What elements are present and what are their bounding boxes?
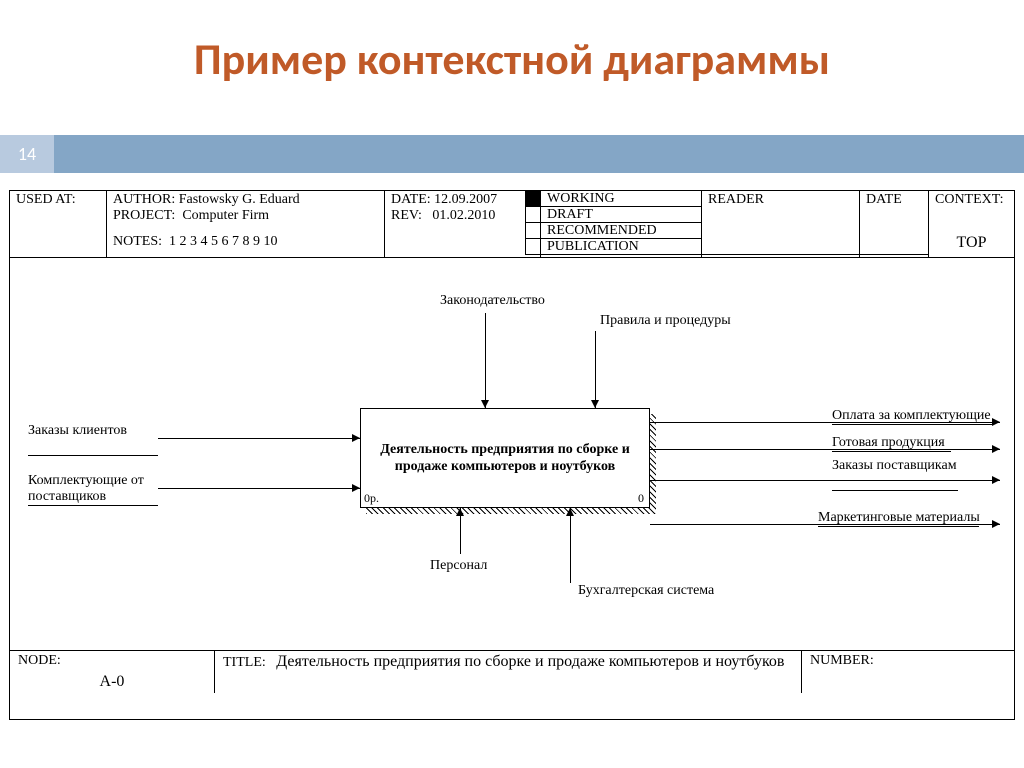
output-label-3: Маркетинговые материалы (818, 510, 980, 526)
mechanism-arrow-1-arrowhead-icon (566, 508, 574, 516)
header-dates: DATE: 12.09.2007 REV: 01.02.2010 (385, 191, 526, 257)
node-label: NODE: (18, 653, 206, 669)
header-meta: AUTHOR: Fastowsky G. Eduard PROJECT: Com… (107, 191, 385, 257)
control-label-0: Законодательство (440, 293, 545, 309)
output-arrow-2-line (650, 480, 1000, 481)
input-underline-1 (28, 505, 158, 506)
output-arrow-2-arrowhead-icon (992, 476, 1000, 484)
project-value: Computer Firm (182, 208, 269, 223)
working-marker-icon (526, 191, 540, 207)
used-at-label: USED AT: (16, 192, 76, 207)
footer-title-value: Деятельность предприятия по сборке и про… (276, 653, 784, 670)
header-status-col: WORKING DRAFT RECOMMENDED PUBLICATION (541, 191, 702, 255)
footer-number: NUMBER: (802, 651, 1015, 693)
notes-label: NOTES: (113, 234, 162, 249)
activity-box-corner-left: 0р. (364, 491, 379, 506)
input-label-1: Комплектующие от поставщиков (28, 473, 163, 505)
project-label: PROJECT: (113, 208, 175, 224)
output-arrow-1-line (650, 449, 1000, 450)
header-status-marker-col (526, 191, 541, 255)
input-arrow-0-arrowhead-icon (352, 434, 360, 442)
output-underline-3 (818, 526, 979, 527)
slide-title: Пример контекстной диаграммы (0, 32, 1024, 86)
activity-box-text: Деятельность предприятия по сборке и про… (361, 409, 649, 507)
output-arrow-1-arrowhead-icon (992, 445, 1000, 453)
control-label-1: Правила и процедуры (600, 313, 731, 329)
diagram-header: USED AT: AUTHOR: Fastowsky G. Eduard PRO… (10, 191, 1014, 258)
status-publication: PUBLICATION (541, 238, 701, 254)
output-label-1: Готовая продукция (832, 435, 945, 451)
page-number-badge: 14 (0, 135, 54, 173)
output-underline-2 (832, 490, 958, 491)
input-label-0: Заказы клиентов (28, 423, 163, 439)
footer-title: TITLE: Деятельность предприятия по сборк… (215, 651, 802, 693)
input-arrow-1-line (158, 488, 360, 489)
date-label: DATE: (391, 192, 431, 207)
control-arrow-1-line (595, 331, 596, 408)
mechanism-arrow-0-arrowhead-icon (456, 508, 464, 516)
header-date2: DATE (860, 191, 929, 255)
status-working: WORKING (541, 191, 701, 206)
accent-band (0, 135, 1024, 173)
output-underline-1 (832, 451, 951, 452)
number-label: NUMBER: (810, 653, 874, 668)
control-arrow-0-arrowhead-icon (481, 400, 489, 408)
context-label: CONTEXT: (935, 192, 1008, 208)
header-reader: READER (702, 191, 860, 255)
notes-value: 1 2 3 4 5 6 7 8 9 10 (169, 234, 278, 249)
input-arrow-1-arrowhead-icon (352, 484, 360, 492)
slide: Пример контекстной диаграммы 14 USED AT:… (0, 0, 1024, 768)
rev-label: REV: (391, 208, 422, 223)
rev-value: 01.02.2010 (432, 208, 495, 223)
footer-title-label: TITLE: (223, 655, 266, 670)
author-value: Fastowsky G. Eduard (179, 192, 300, 207)
output-label-2: Заказы поставщикам (832, 458, 957, 474)
context-value: TOP (935, 208, 1008, 252)
date-value: 12.09.2007 (434, 192, 497, 207)
mechanism-arrow-1-line (570, 508, 571, 583)
output-arrow-3-arrowhead-icon (992, 520, 1000, 528)
input-arrow-0-line (158, 438, 360, 439)
mechanism-label-1: Бухгалтерская система (578, 583, 714, 599)
mechanism-label-0: Персонал (430, 558, 487, 574)
control-arrow-0-line (485, 313, 486, 408)
idef0-diagram-frame: USED AT: AUTHOR: Fastowsky G. Eduard PRO… (9, 190, 1015, 720)
activity-box: Деятельность предприятия по сборке и про… (360, 408, 650, 508)
output-underline-0 (832, 424, 993, 425)
header-context: CONTEXT: TOP (929, 191, 1015, 257)
node-value: A-0 (18, 669, 206, 691)
control-arrow-1-arrowhead-icon (591, 400, 599, 408)
output-arrow-0-arrowhead-icon (992, 418, 1000, 426)
diagram-canvas: Деятельность предприятия по сборке и про… (10, 258, 1014, 650)
author-label: AUTHOR: (113, 192, 175, 208)
diagram-footer: NODE: A-0 TITLE: Деятельность предприяти… (10, 650, 1014, 693)
status-draft: DRAFT (541, 206, 701, 222)
activity-box-corner-right: 0 (638, 491, 644, 506)
header-used-at: USED AT: (10, 191, 107, 257)
status-recommended: RECOMMENDED (541, 222, 701, 238)
input-underline-0 (28, 455, 158, 456)
footer-node: NODE: A-0 (10, 651, 215, 693)
output-label-0: Оплата за комплектующие (832, 408, 991, 424)
